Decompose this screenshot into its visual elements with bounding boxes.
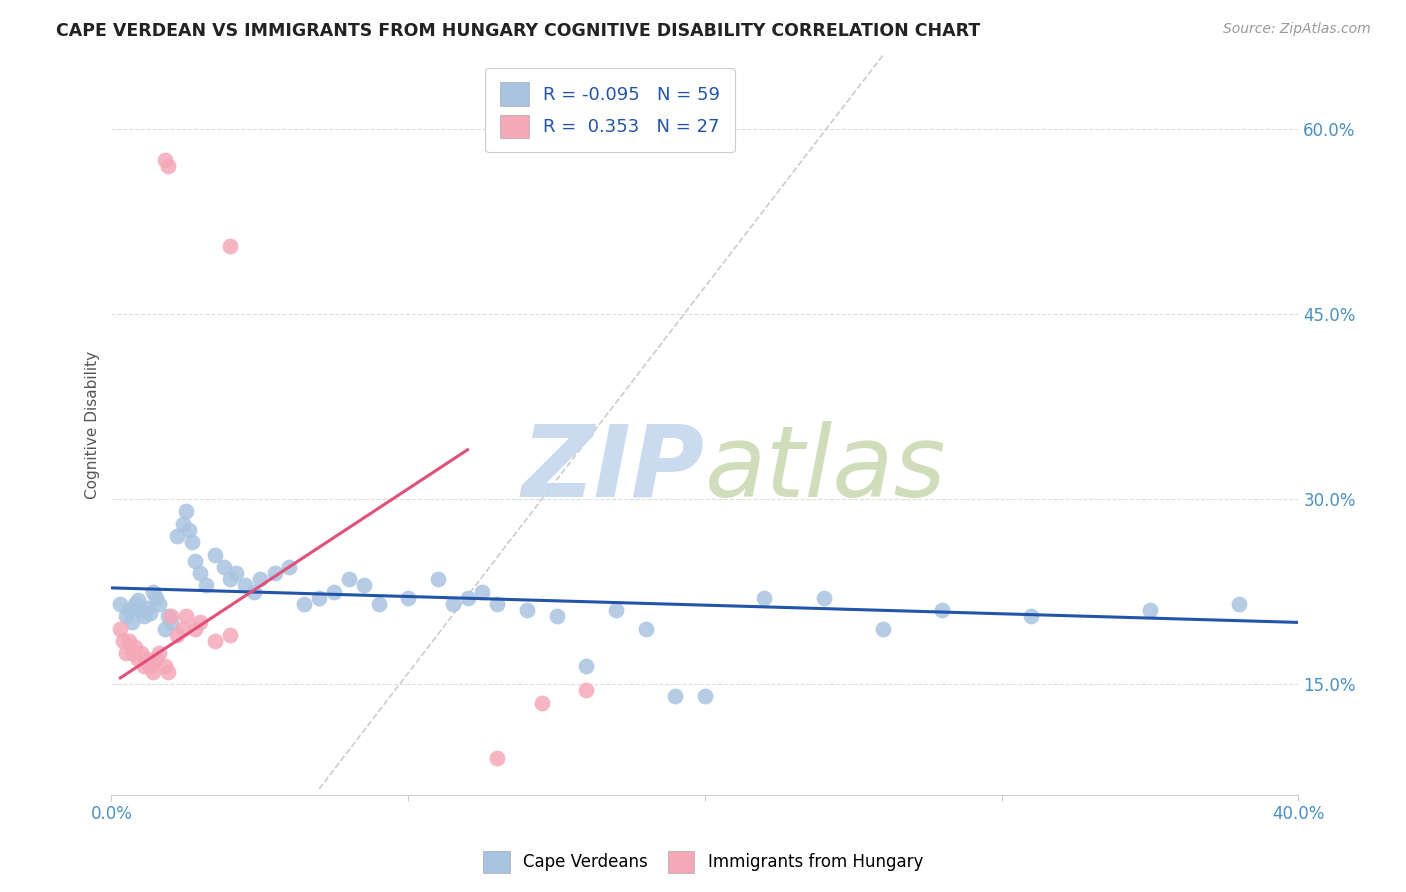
Point <box>813 591 835 605</box>
Point <box>516 603 538 617</box>
Point <box>136 652 159 666</box>
Point <box>486 597 509 611</box>
Point <box>142 584 165 599</box>
Point <box>575 658 598 673</box>
Point <box>471 584 494 599</box>
Point <box>145 591 167 605</box>
Point <box>159 615 181 630</box>
Point <box>148 646 170 660</box>
Point <box>129 603 152 617</box>
Point <box>664 690 686 704</box>
Point <box>172 516 194 531</box>
Point <box>530 696 553 710</box>
Point <box>177 523 200 537</box>
Point <box>132 609 155 624</box>
Point <box>396 591 419 605</box>
Point <box>124 597 146 611</box>
Point <box>142 665 165 679</box>
Point <box>931 603 953 617</box>
Point <box>145 652 167 666</box>
Point <box>127 593 149 607</box>
Point <box>166 628 188 642</box>
Point <box>575 683 598 698</box>
Point <box>693 690 716 704</box>
Point <box>156 665 179 679</box>
Point <box>180 535 202 549</box>
Point <box>190 566 212 580</box>
Point <box>118 603 141 617</box>
Point <box>159 609 181 624</box>
Legend: R = -0.095   N = 59, R =  0.353   N = 27: R = -0.095 N = 59, R = 0.353 N = 27 <box>485 68 734 153</box>
Point <box>1227 597 1250 611</box>
Point <box>249 572 271 586</box>
Point <box>605 603 627 617</box>
Point <box>195 578 218 592</box>
Point <box>124 640 146 654</box>
Point <box>190 615 212 630</box>
Point <box>441 597 464 611</box>
Point <box>148 597 170 611</box>
Point <box>174 609 197 624</box>
Point <box>204 548 226 562</box>
Point <box>153 153 176 167</box>
Point <box>308 591 330 605</box>
Point <box>112 634 135 648</box>
Point <box>110 622 132 636</box>
Point <box>139 658 162 673</box>
Point <box>121 646 143 660</box>
Legend: Cape Verdeans, Immigrants from Hungary: Cape Verdeans, Immigrants from Hungary <box>477 845 929 880</box>
Point <box>172 622 194 636</box>
Point <box>156 159 179 173</box>
Point <box>174 504 197 518</box>
Point <box>204 634 226 648</box>
Point <box>457 591 479 605</box>
Point <box>153 658 176 673</box>
Point <box>1139 603 1161 617</box>
Point <box>110 597 132 611</box>
Point <box>153 622 176 636</box>
Point <box>115 609 138 624</box>
Point <box>486 751 509 765</box>
Point <box>367 597 389 611</box>
Text: CAPE VERDEAN VS IMMIGRANTS FROM HUNGARY COGNITIVE DISABILITY CORRELATION CHART: CAPE VERDEAN VS IMMIGRANTS FROM HUNGARY … <box>56 22 980 40</box>
Point <box>754 591 776 605</box>
Point <box>156 609 179 624</box>
Point <box>139 606 162 620</box>
Point <box>243 584 266 599</box>
Point <box>278 560 301 574</box>
Point <box>183 622 205 636</box>
Y-axis label: Cognitive Disability: Cognitive Disability <box>86 351 100 500</box>
Text: ZIP: ZIP <box>522 421 704 518</box>
Point <box>353 578 375 592</box>
Point <box>132 658 155 673</box>
Point <box>115 646 138 660</box>
Point <box>219 628 242 642</box>
Point <box>219 572 242 586</box>
Point <box>183 554 205 568</box>
Point <box>263 566 285 580</box>
Point <box>337 572 360 586</box>
Point <box>233 578 256 592</box>
Point <box>546 609 568 624</box>
Point <box>872 622 894 636</box>
Point <box>166 529 188 543</box>
Point <box>1021 609 1043 624</box>
Point <box>292 597 315 611</box>
Point <box>212 560 235 574</box>
Text: Source: ZipAtlas.com: Source: ZipAtlas.com <box>1223 22 1371 37</box>
Point <box>121 615 143 630</box>
Point <box>129 646 152 660</box>
Point <box>634 622 657 636</box>
Text: atlas: atlas <box>704 421 946 518</box>
Point <box>219 239 242 253</box>
Point <box>323 584 346 599</box>
Point <box>426 572 449 586</box>
Point <box>127 652 149 666</box>
Point <box>136 600 159 615</box>
Point <box>225 566 247 580</box>
Point <box>118 634 141 648</box>
